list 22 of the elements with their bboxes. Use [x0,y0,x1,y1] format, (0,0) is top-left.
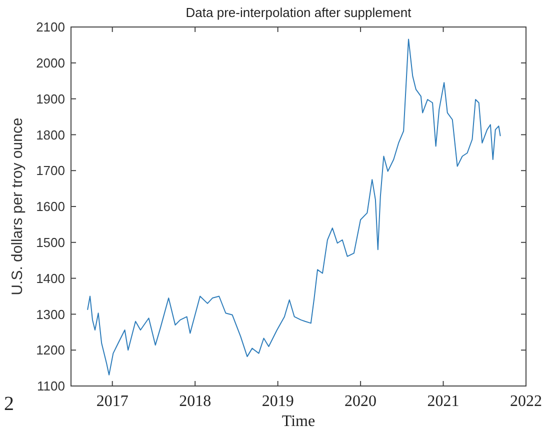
y-axis-title: U.S. dollars per troy ounce [9,118,26,296]
line-series [87,38,501,376]
chart-title: Data pre-interpolation after supplement [186,5,412,20]
text: 2 [4,393,14,415]
x-tick-label: 2021 [427,393,460,410]
y-tick-label: 1300 [36,306,65,322]
x-tick-label: 2020 [344,393,377,410]
x-tick-label: 2022 [510,393,542,410]
y-tick-label: 1800 [36,127,65,142]
y-tick-label: 1500 [36,234,65,250]
y-tick-label: 1900 [36,91,65,106]
x-axis-title: Time [282,413,316,430]
y-tick-label: 1600 [36,199,65,214]
y-tick-label: 1100 [37,378,65,394]
y-tick-label: 1200 [36,342,65,358]
x-tick-label: 2019 [262,393,294,410]
y-tick-label: 1700 [36,163,65,178]
y-tick-label: 2000 [36,55,65,70]
y-tick-label: 2100 [36,20,65,35]
y-tick-label: 1400 [36,270,65,286]
x-tick-label: 2018 [179,393,212,410]
x-tick-label: 2017 [96,393,128,410]
